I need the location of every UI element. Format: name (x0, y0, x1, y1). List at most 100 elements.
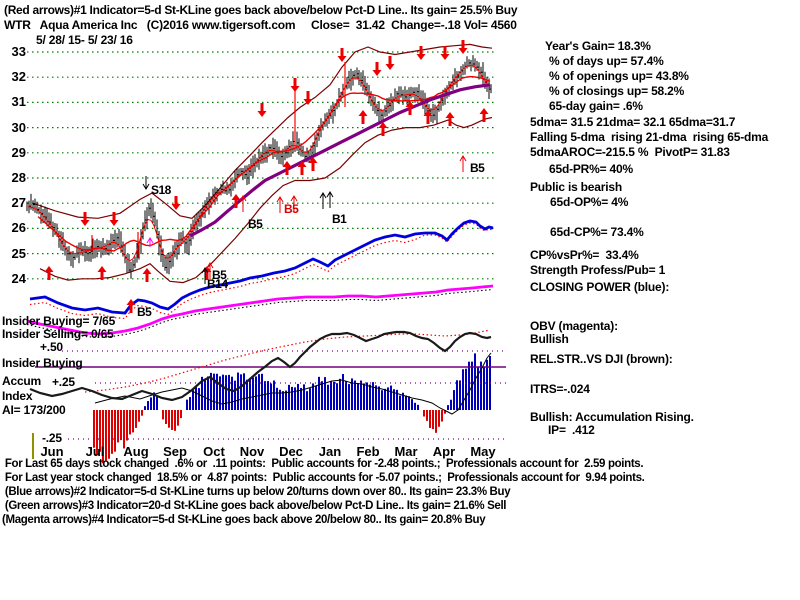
ai-histogram-bar (186, 399, 188, 410)
signal-label-b5: B5 (212, 268, 227, 282)
ai-histogram-bar (180, 410, 182, 419)
panel-stat: Public is bearish (530, 180, 622, 194)
ai-histogram-bar (276, 387, 278, 410)
ai-histogram-bar (282, 391, 284, 410)
ai-histogram-bar (231, 376, 233, 410)
ai-histogram-bar (300, 387, 302, 410)
ai-histogram-bar (348, 384, 350, 410)
price-tick-32: 32 (11, 69, 26, 85)
ai-histogram-bar (144, 406, 146, 410)
ai-histogram-bar (411, 399, 413, 410)
ai-histogram-bar (138, 410, 140, 422)
ai-histogram-bar (396, 389, 398, 410)
closing-power-line (29, 219, 494, 315)
ai-histogram-bar (291, 386, 293, 410)
signal-label-b5: B5 (248, 217, 263, 231)
month-label-aug: Aug (123, 444, 149, 459)
sell-arrow-icon (257, 103, 267, 117)
ai-histogram-bar (381, 390, 383, 410)
ai-histogram-bar (93, 410, 95, 448)
panel-label: Accum (2, 374, 42, 388)
ai-histogram-bar (342, 373, 344, 410)
ai-histogram-bar (279, 389, 281, 410)
ai-histogram-bar (201, 376, 203, 410)
sell-arrow-icon (385, 56, 395, 70)
signal-label-b5: B5 (137, 305, 152, 319)
ai-histogram-bar (249, 378, 251, 410)
panel-label: Insider Selling= 0/65 (2, 327, 114, 341)
ai-histogram-bar (222, 374, 224, 410)
ai-histogram-bar (267, 381, 269, 410)
thin-arrow-head-icon (142, 183, 150, 190)
price-tick-33: 33 (11, 44, 26, 59)
panel-label: Index (2, 389, 33, 403)
ai-histogram-bar (234, 380, 236, 410)
month-label-dec: Dec (279, 444, 303, 459)
buy-arrow-icon (479, 108, 489, 122)
ai-histogram-bar (444, 410, 446, 414)
ai-histogram-bar (354, 380, 356, 410)
ai-histogram-bar (480, 361, 482, 410)
ai-histogram-bar (246, 379, 248, 410)
ai-histogram-bar (453, 390, 455, 410)
panel-stat: CP%vsPr%= 33.4% (530, 248, 639, 262)
sell-arrow-icon (416, 46, 426, 60)
buy-arrow-icon (423, 110, 433, 124)
ai-histogram-bar (327, 384, 329, 410)
buy-arrow-icon (97, 266, 107, 280)
ma5-line (27, 64, 491, 262)
ai-histogram-bar (288, 384, 290, 410)
lower-band-line (39, 116, 493, 284)
ai-histogram-bar (336, 383, 338, 410)
relative-strength-line (29, 330, 492, 402)
panel-stat: Falling 5-dma rising 21-dma rising 65-dm… (530, 130, 769, 144)
thin-arrow-head-icon (206, 262, 214, 269)
ai-histogram-bar (204, 379, 206, 410)
month-label-jan: Jan (318, 444, 342, 459)
price-tick-25: 25 (11, 245, 26, 261)
sell-arrow-icon (171, 196, 181, 210)
ai-histogram-bar (399, 395, 401, 410)
buy-arrow-icon (44, 266, 54, 280)
date-range: 5/ 28/ 15- 5/ 23/ 16 (36, 33, 133, 47)
sell-arrow-icon (80, 212, 90, 226)
ai-histogram-bar (486, 359, 488, 410)
ai-histogram-bar (174, 410, 176, 431)
obv-line (26, 284, 494, 336)
ai-histogram-bar (315, 385, 317, 410)
ai-histogram-bar (252, 377, 254, 410)
price-tick-31: 31 (11, 94, 26, 110)
buy-arrow-icon (282, 161, 292, 175)
ai-histogram-bar (102, 410, 104, 464)
panel-stat: 65-day gain= .6% (549, 99, 643, 113)
panel-stat: Strength Profess/Pub= 1 (530, 263, 666, 277)
ai-histogram-bar (333, 381, 335, 410)
buy-arrow-icon (358, 110, 368, 124)
month-label-nov: Nov (239, 444, 265, 459)
panel-stat: % of days up= 57.4% (549, 54, 664, 68)
ai-histogram-bar (108, 410, 110, 459)
ai-histogram-bar (330, 380, 332, 410)
sell-arrow-icon (337, 48, 347, 62)
ai-histogram-bar (210, 372, 212, 410)
ai-histogram-bar (270, 383, 272, 410)
ai-histogram-bar (177, 410, 179, 426)
month-label-may: May (470, 444, 496, 459)
panel-label: +.25 (52, 375, 75, 389)
ai-histogram-bar (426, 410, 428, 421)
buy-arrow-icon (308, 157, 318, 171)
thin-arrow-head-icon (276, 196, 284, 203)
ai-histogram-bar (195, 387, 197, 410)
ai-histogram-bar (378, 386, 380, 410)
ai-histogram-bar (165, 410, 167, 424)
ai-thin-line (94, 352, 492, 415)
signal-label-b5: B5 (470, 161, 485, 175)
ai-histogram-bar (303, 384, 305, 410)
ai-histogram-bar (111, 410, 113, 454)
ai-signal-dotted-line (84, 329, 491, 393)
ai-histogram-bar (408, 396, 410, 410)
sell-arrow-icon (290, 78, 300, 92)
ai-histogram-bar (393, 389, 395, 410)
ai-histogram-bar (153, 392, 155, 410)
